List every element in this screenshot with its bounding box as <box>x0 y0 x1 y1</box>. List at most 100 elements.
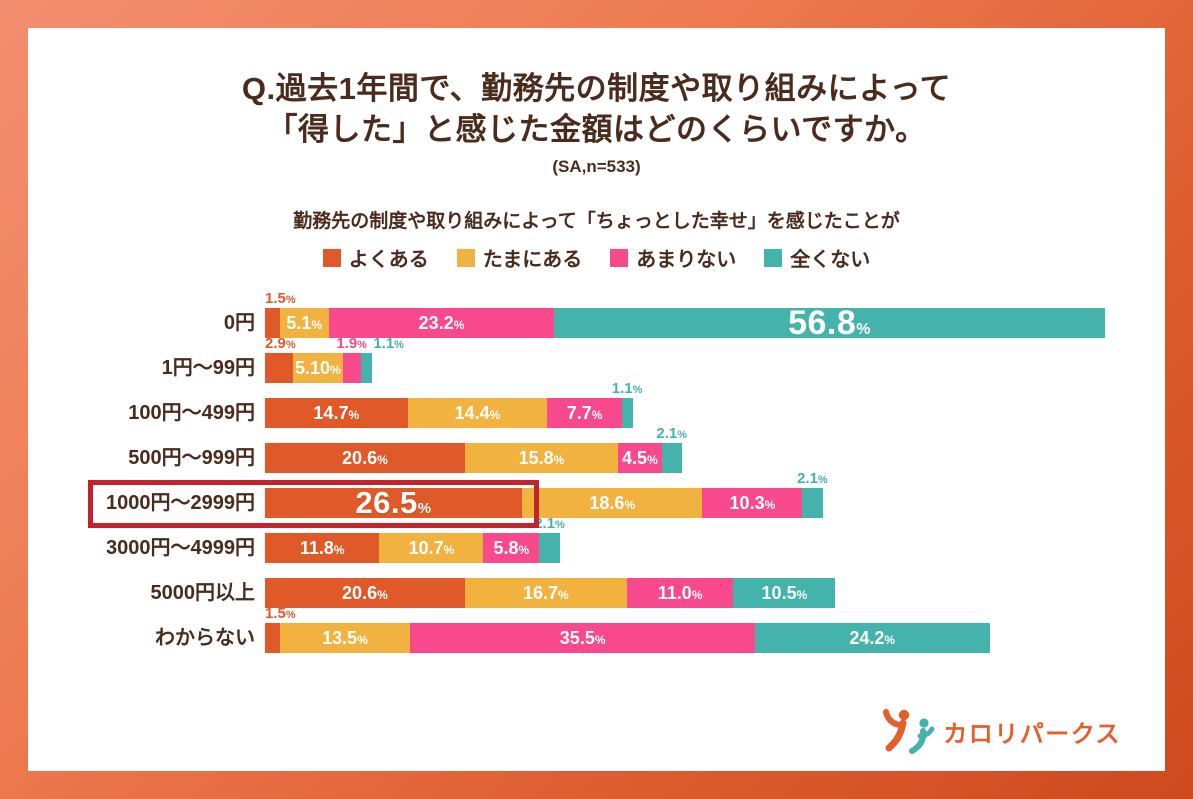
value-label: 26.5% <box>355 485 432 520</box>
value-label: 10.5% <box>761 582 808 603</box>
bar-segment <box>361 353 372 383</box>
sample-note: (SA,n=533) <box>552 157 641 176</box>
bar-segment: 20.6% <box>265 443 465 473</box>
question-title: Q.過去1年間で、勤務先の制度や取り組みによって 「得した」と感じた金額はどのく… <box>28 68 1165 150</box>
value-label: 1.5% <box>265 605 296 622</box>
legend-swatch-icon <box>764 248 783 267</box>
bar-segment: 24.2% <box>754 623 990 653</box>
category-label: 1000円〜2999円 <box>106 492 255 514</box>
value-label: 16.7% <box>522 582 569 603</box>
value-label: 35.5% <box>559 627 606 648</box>
bar-segment: 13.5% <box>279 623 411 653</box>
value-label: 2.1% <box>797 470 828 487</box>
legend-label: あまりない <box>636 249 737 271</box>
category-label: 3000円〜4999円 <box>106 537 255 559</box>
category-label: 0円 <box>223 312 255 334</box>
legend: よくある たまにある あまりない 全くない <box>28 243 1165 272</box>
legend-item: よくある <box>322 243 429 272</box>
bar-segment: 56.8% <box>554 304 1105 342</box>
bar-area: 14.7% 14.4% 7.7% 1.1% <box>265 380 1165 428</box>
stacked-bar: 5.1% 23.2% 56.8% <box>265 304 1105 342</box>
chart-row: 100円〜499円 14.7% 14.4% 7.7% 1.1% <box>28 380 1165 428</box>
bar-segment: 5.10% <box>293 353 343 383</box>
stacked-bar: 20.6% 15.8% 4.5% <box>265 443 683 473</box>
value-label: 10.3% <box>729 492 776 513</box>
bar-segment: 5.1% <box>279 308 330 338</box>
value-label: 11.8% <box>299 537 345 558</box>
bar-segment: 26.5% <box>265 485 523 520</box>
bar-area: 20.6% 16.7% 11.0% 10.5% <box>265 563 1165 608</box>
bar-segment <box>265 623 280 653</box>
value-label: 20.6% <box>342 582 388 603</box>
value-label: 24.2% <box>849 627 896 648</box>
bar-segment <box>802 488 823 518</box>
bar-segment <box>661 443 683 473</box>
two-dancing-figures-icon <box>883 709 935 754</box>
value-label: 2.9% <box>265 335 296 352</box>
chart-subtitle: 勤務先の制度や取り組みによって「ちょっとした幸せ」を感じたことが <box>293 211 900 232</box>
brand-logo: カロリパークス <box>879 706 1121 756</box>
category-label: 5000円以上 <box>150 582 256 604</box>
legend-label: よくある <box>348 249 429 271</box>
category-label: 500円〜999円 <box>128 447 255 469</box>
value-label: 1.9% <box>336 335 367 352</box>
infographic-canvas: Q.過去1年間で、勤務先の制度や取り組みによって 「得した」と感じた金額はどのく… <box>28 28 1165 771</box>
value-label: 1.1% <box>373 335 404 352</box>
bar-segment <box>342 353 362 383</box>
value-label: 10.7% <box>408 537 455 558</box>
value-label: 15.8% <box>518 447 565 468</box>
value-label: 5.1% <box>286 312 323 333</box>
value-label: 14.7% <box>313 402 360 423</box>
value-label: 13.5% <box>322 627 368 648</box>
chart-row: 0円 5.1% 23.2% 56.8% 1.5% <box>28 290 1165 342</box>
bar-segment: 11.8% <box>265 533 380 563</box>
bar-area: 5.10% 2.9% 1.9% 1.1% <box>265 335 1165 383</box>
legend-swatch-icon <box>322 248 341 267</box>
bar-segment: 14.7% <box>265 398 408 428</box>
stacked-bar: 26.5% 18.6% 10.3% <box>265 485 823 520</box>
value-label: 2.1% <box>656 425 688 442</box>
value-label: 56.8% <box>788 303 871 342</box>
legend-label: たまにある <box>482 249 583 271</box>
bar-segment: 20.6% <box>265 578 465 608</box>
value-label: 4.5% <box>622 447 658 468</box>
bar-segment <box>265 353 294 383</box>
value-label: 18.6% <box>589 492 636 513</box>
value-label: 20.6% <box>342 447 388 468</box>
bar-area: 13.5% 35.5% 24.2% 1.5% <box>265 605 1165 653</box>
bar-segment: 35.5% <box>410 623 755 653</box>
legend-item: 全くない <box>764 243 870 272</box>
bar-segment: 10.3% <box>702 488 803 518</box>
legend-item: たまにある <box>456 243 583 272</box>
legend-swatch-icon <box>456 248 475 267</box>
bar-segment: 23.2% <box>329 308 555 338</box>
value-label: 2.1% <box>534 515 565 532</box>
chart-row: わからない 13.5% 35.5% 24.2% 1.5% <box>28 605 1165 653</box>
value-label: 14.4% <box>454 402 501 423</box>
bar-segment <box>539 533 560 563</box>
value-label: 5.8% <box>493 537 530 558</box>
category-label: わからない <box>155 627 255 649</box>
bar-segment: 4.5% <box>618 443 662 473</box>
bar-area: 5.1% 23.2% 56.8% 1.5% <box>265 290 1165 342</box>
chart-row: 500円〜999円 20.6% 15.8% 4.5% 2.1% <box>28 425 1165 473</box>
value-label: 1.1% <box>611 380 643 397</box>
legend-swatch-icon <box>610 248 629 267</box>
question-title-line2: 「得した」と感じた金額はどのくらいですか。 <box>266 112 927 147</box>
value-label: 5.10% <box>295 357 341 378</box>
value-label: 23.2% <box>418 312 465 333</box>
bar-segment <box>621 398 633 428</box>
bar-segment <box>265 308 280 338</box>
chart: 0円 5.1% 23.2% 56.8% 1.5% 1円〜99円 5.10% 2.9% 1.9% 1… <box>28 290 1165 653</box>
value-label: 11.0% <box>657 582 703 603</box>
bar-segment: 15.8% <box>464 443 619 473</box>
bar-area: 20.6% 15.8% 4.5% 2.1% <box>265 425 1165 473</box>
stacked-bar: 20.6% 16.7% 11.0% 10.5% <box>265 578 836 608</box>
legend-item: あまりない <box>610 243 736 272</box>
bar-segment: 18.6% <box>522 488 703 518</box>
chart-row: 1000円〜2999円 26.5% 18.6% 10.3% 2.1% <box>28 470 1165 528</box>
question-title-line1: Q.過去1年間で、勤務先の制度や取り組みによって <box>241 71 952 106</box>
stacked-bar: 5.10% <box>265 353 372 383</box>
brand-logo-text: カロリパークス <box>943 720 1121 748</box>
